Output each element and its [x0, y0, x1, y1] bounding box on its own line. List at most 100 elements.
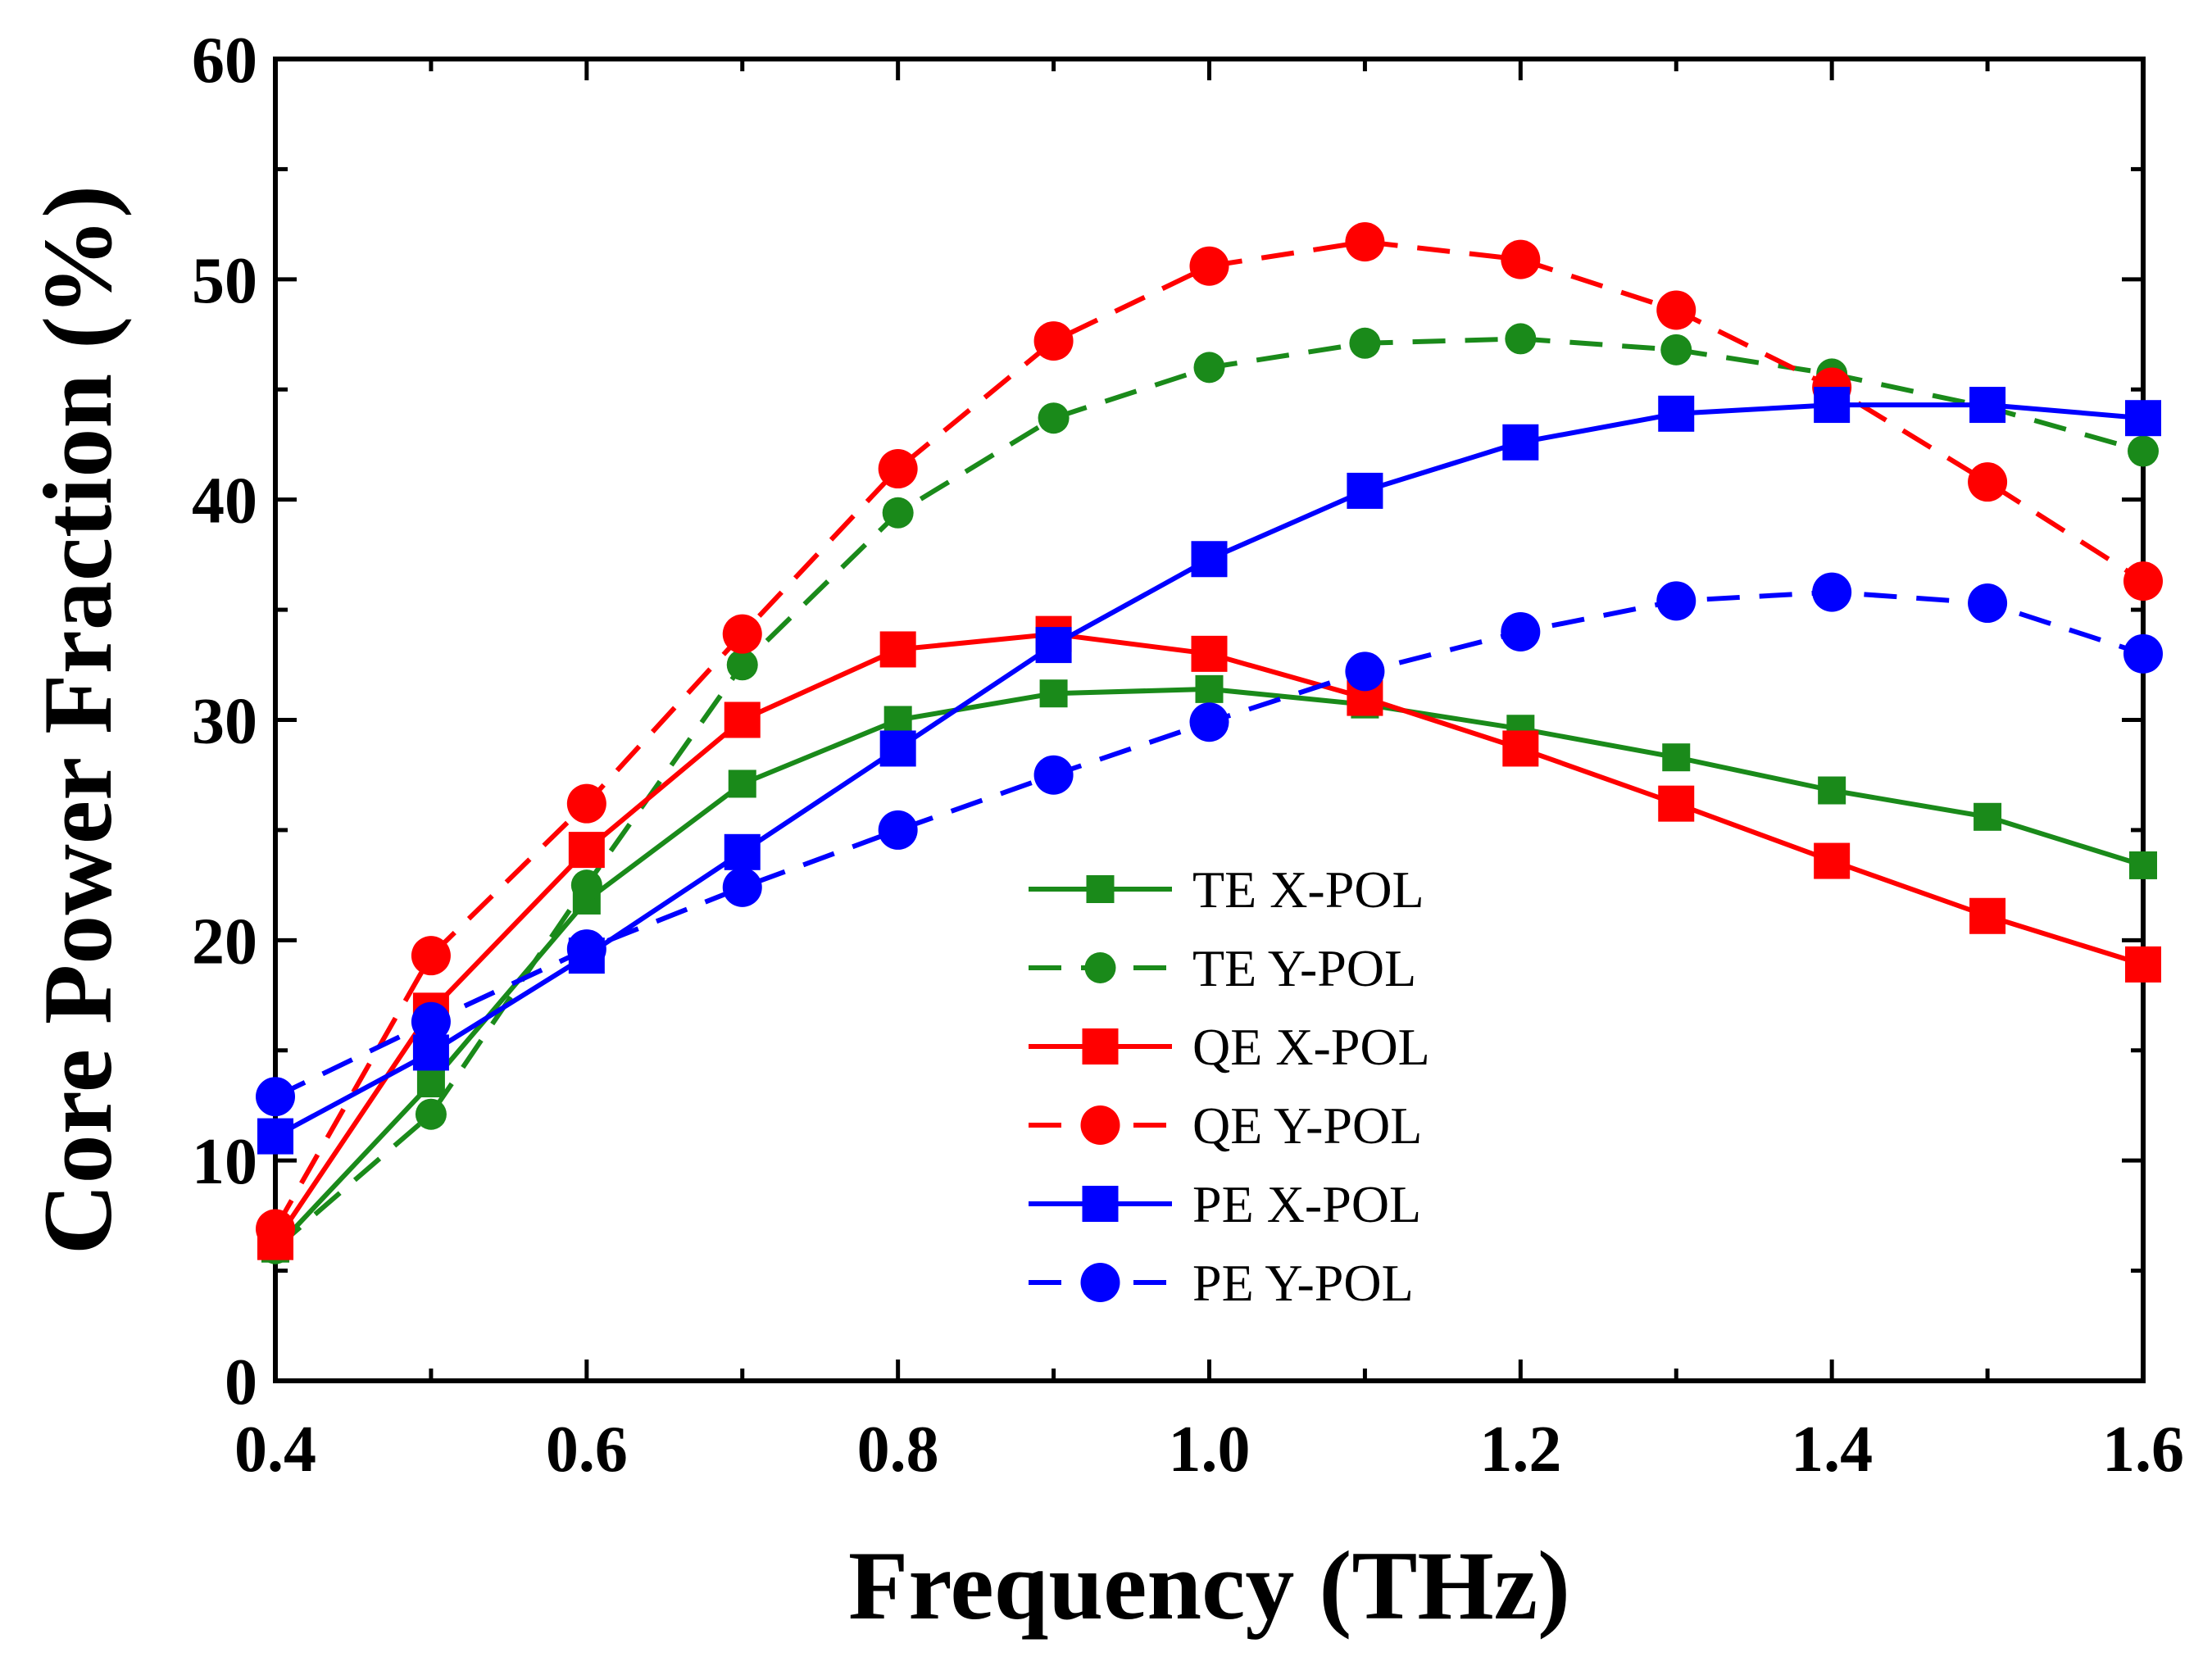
y-tick-label: 60: [192, 25, 257, 97]
legend-label: TE X-POL: [1192, 860, 1424, 919]
data-point-te-x-pol: [1195, 674, 1224, 703]
data-point-qe-y-pol: [1968, 462, 2008, 502]
data-point-te-x-pol: [1039, 679, 1068, 708]
data-point-qe-y-pol: [1033, 321, 1074, 361]
y-tick-label: 30: [192, 686, 257, 758]
y-tick-label: 40: [192, 465, 257, 538]
data-point-pe-x-pol: [1969, 387, 2006, 424]
data-point-qe-y-pol: [411, 936, 451, 976]
data-point-qe-y-pol: [1656, 290, 1696, 330]
data-point-te-y-pol: [570, 869, 602, 901]
data-point-te-x-pol: [1662, 743, 1691, 772]
data-point-qe-y-pol: [722, 614, 762, 654]
data-point-qe-x-pol: [724, 701, 761, 738]
data-point-pe-y-pol: [256, 1077, 295, 1117]
legend-item-te-y-pol: TE Y-POL: [1029, 939, 1416, 997]
data-point-pe-y-pol: [1501, 611, 1541, 651]
data-point-qe-y-pol: [2123, 561, 2163, 601]
data-point-pe-x-pol: [1035, 627, 1072, 664]
x-axis-title: Frequency (THz): [848, 1531, 1570, 1640]
legend-marker: [1082, 1028, 1119, 1065]
data-point-pe-y-pol: [2123, 633, 2163, 674]
data-point-te-x-pol: [1818, 776, 1846, 805]
legend-label: QE X-POL: [1192, 1018, 1430, 1076]
data-point-pe-y-pol: [878, 810, 918, 850]
legend-label: PE X-POL: [1192, 1175, 1421, 1233]
data-point-pe-y-pol: [411, 1001, 451, 1042]
data-point-qe-x-pol: [568, 832, 605, 869]
legend-item-qe-y-pol: QE Y-POL: [1029, 1096, 1422, 1155]
x-tick-label: 1.4: [1791, 1414, 1873, 1486]
data-point-pe-y-pol: [722, 867, 762, 907]
legend-label: QE Y-POL: [1192, 1096, 1422, 1155]
data-point-qe-x-pol: [2125, 946, 2161, 983]
data-point-pe-y-pol: [1189, 702, 1229, 742]
x-tick-label: 1.0: [1169, 1414, 1251, 1486]
x-tick-label: 0.6: [546, 1414, 628, 1486]
legend-label: PE Y-POL: [1192, 1254, 1414, 1312]
x-tick-label: 0.8: [857, 1414, 939, 1486]
data-point-qe-y-pol: [256, 1209, 295, 1249]
y-tick-label: 20: [192, 906, 257, 978]
data-point-qe-y-pol: [1345, 222, 1385, 262]
axes: 0.4 0.6 0.8 1.0 1.2 1.4 1.6 0 10 20 30 40 50 60: [192, 25, 2184, 1486]
legend-marker: [1084, 952, 1116, 983]
legend-item-pe-x-pol: PE X-POL: [1029, 1175, 1421, 1233]
data-point-qe-x-pol: [1191, 635, 1228, 672]
data-point-qe-x-pol: [1658, 785, 1695, 822]
x-tick-label: 1.2: [1479, 1414, 1561, 1486]
legend-marker: [1086, 875, 1115, 903]
data-point-pe-x-pol: [724, 833, 761, 870]
data-point-pe-x-pol: [879, 730, 916, 767]
legend-marker: [1082, 1186, 1119, 1222]
data-point-qe-y-pol: [878, 449, 918, 489]
data-point-pe-y-pol: [1812, 572, 1852, 612]
data-point-pe-x-pol: [1658, 395, 1695, 432]
y-axis-title: Core Power Fraction (%): [23, 185, 132, 1255]
legend-label: TE Y-POL: [1192, 939, 1416, 997]
x-tick-label: 0.4: [234, 1414, 316, 1486]
data-point-qe-y-pol: [1189, 246, 1229, 286]
data-point-te-x-pol: [728, 769, 756, 798]
y-tick-label: 10: [192, 1126, 257, 1198]
y-tick-label: 0: [225, 1346, 257, 1419]
data-point-te-y-pol: [1349, 327, 1381, 359]
x-tick-label: 1.6: [2102, 1414, 2184, 1486]
data-point-qe-y-pol: [566, 783, 606, 824]
data-point-te-y-pol: [2128, 435, 2159, 467]
data-point-pe-x-pol: [1814, 387, 1851, 424]
y-tick-label: 50: [192, 245, 257, 317]
data-point-te-x-pol: [2129, 851, 2157, 879]
data-point-qe-x-pol: [1969, 897, 2006, 934]
data-point-pe-y-pol: [566, 929, 606, 969]
data-point-qe-y-pol: [1501, 239, 1541, 279]
data-point-te-y-pol: [1660, 334, 1692, 365]
legend-marker: [1080, 1105, 1120, 1145]
data-point-te-x-pol: [416, 1069, 445, 1098]
data-point-pe-x-pol: [1347, 472, 1383, 509]
legend-marker: [1080, 1263, 1120, 1302]
data-point-pe-x-pol: [1191, 541, 1228, 578]
data-point-qe-x-pol: [1814, 842, 1851, 879]
data-point-te-y-pol: [1505, 323, 1537, 355]
data-point-te-y-pol: [726, 649, 758, 681]
series-pe-y-pol: [256, 572, 2163, 1117]
data-point-pe-y-pol: [1656, 581, 1696, 621]
data-point-te-y-pol: [882, 497, 914, 529]
data-point-te-x-pol: [1974, 802, 2002, 831]
data-point-pe-y-pol: [1033, 755, 1074, 795]
data-point-pe-y-pol: [1345, 651, 1385, 692]
series-layer: [256, 222, 2163, 1264]
legend-item-pe-y-pol: PE Y-POL: [1029, 1254, 1414, 1312]
data-point-te-y-pol: [1193, 352, 1225, 384]
legend-item-te-x-pol: TE X-POL: [1029, 860, 1424, 919]
data-point-pe-x-pol: [1502, 424, 1539, 461]
data-point-te-y-pol: [1038, 402, 1070, 434]
data-point-te-y-pol: [415, 1098, 447, 1130]
data-point-pe-x-pol: [2125, 400, 2161, 437]
data-point-te-x-pol: [883, 706, 912, 734]
legend-item-qe-x-pol: QE X-POL: [1029, 1018, 1430, 1076]
data-point-qe-x-pol: [879, 631, 916, 668]
